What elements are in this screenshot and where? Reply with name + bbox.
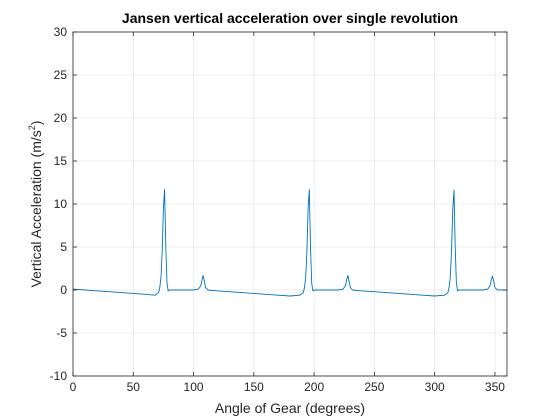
x-tick-label: 0 bbox=[70, 380, 77, 394]
y-tick-label: 5 bbox=[60, 240, 67, 254]
x-axis-label: Angle of Gear (degrees) bbox=[215, 400, 365, 416]
y-tick-label: 25 bbox=[54, 68, 68, 82]
x-tick-label: 50 bbox=[127, 380, 141, 394]
x-tick-labels: 0 50 100 150 200 250 300 350 bbox=[70, 380, 506, 394]
x-tick-label: 150 bbox=[244, 380, 264, 394]
y-tick-labels: -10 -5 0 5 10 15 20 25 30 bbox=[50, 25, 68, 383]
y-tick-label: 15 bbox=[54, 154, 68, 168]
chart-title: Jansen vertical acceleration over single… bbox=[122, 10, 458, 26]
y-axis-label: Vertical Acceleration (m/s2) bbox=[27, 121, 44, 288]
y-tick-label: 0 bbox=[60, 283, 67, 297]
y-tick-label: 10 bbox=[54, 197, 68, 211]
y-axis-label-superscript: 2 bbox=[27, 125, 37, 130]
x-tick-label: 200 bbox=[304, 380, 324, 394]
series-line-0 bbox=[72, 188, 507, 297]
y-tick-label: 30 bbox=[54, 25, 68, 39]
x-tick-label: 350 bbox=[485, 380, 505, 394]
ticks bbox=[72, 31, 507, 377]
x-tick-label: 250 bbox=[364, 380, 384, 394]
y-tick-label: -5 bbox=[56, 326, 67, 340]
y-axis-label-suffix: ) bbox=[28, 121, 44, 126]
y-axis-label-main: Vertical Acceleration (m/s bbox=[28, 130, 44, 287]
y-tick-label: -10 bbox=[50, 369, 68, 383]
x-tick-label: 300 bbox=[425, 380, 445, 394]
series-layer bbox=[72, 188, 507, 297]
y-tick-label: 20 bbox=[54, 111, 68, 125]
x-tick-label: 100 bbox=[184, 380, 204, 394]
